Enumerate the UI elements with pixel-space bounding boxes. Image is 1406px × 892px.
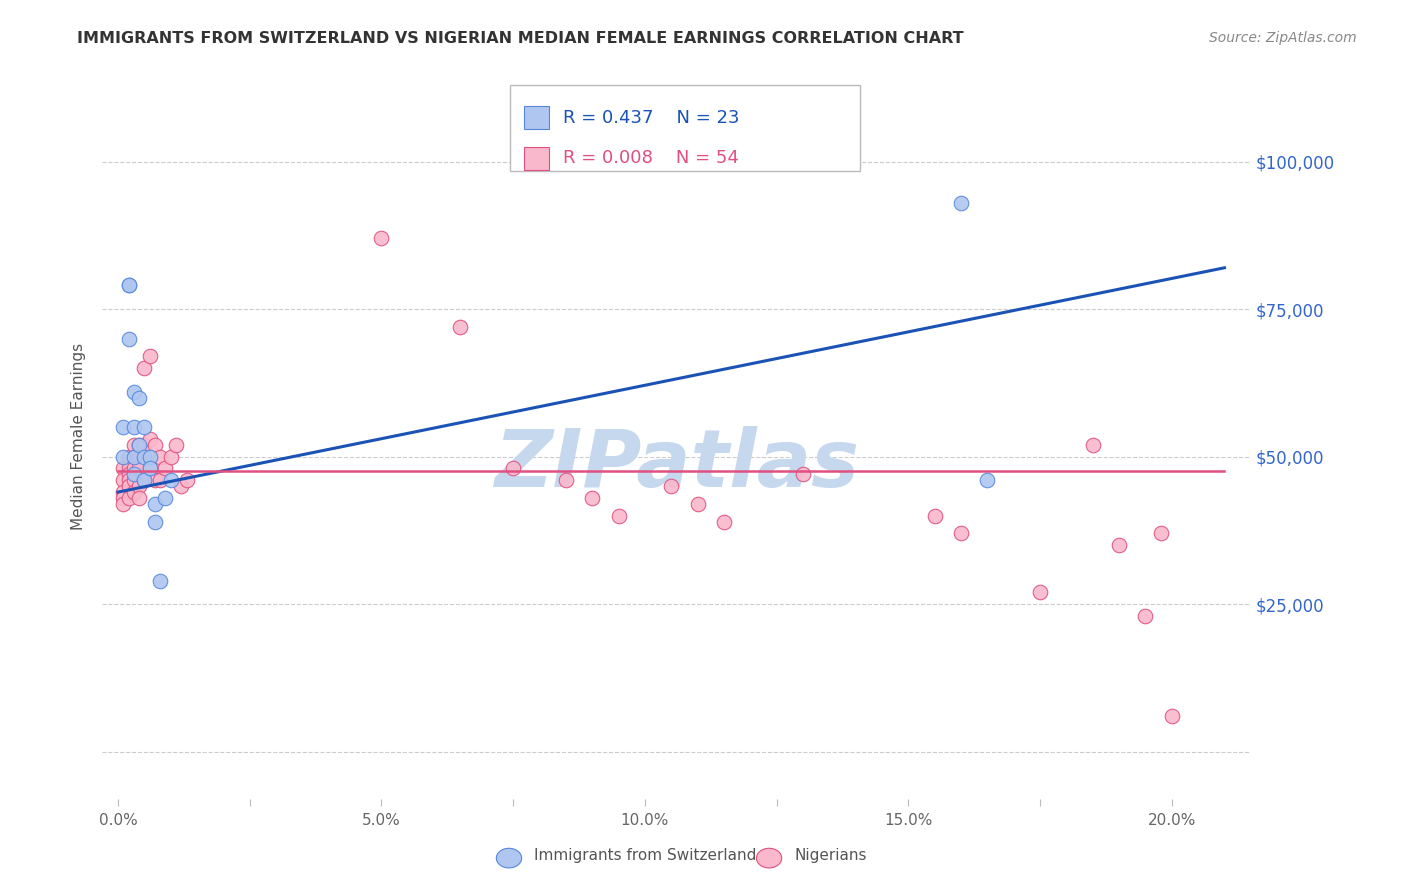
- Text: Nigerians: Nigerians: [794, 847, 868, 863]
- Point: [176, 473, 198, 487]
- Point: [122, 485, 145, 500]
- Point: [686, 497, 709, 511]
- Point: [149, 450, 172, 464]
- Point: [138, 461, 160, 475]
- Point: [924, 508, 946, 523]
- Point: [134, 420, 156, 434]
- Point: [1081, 438, 1104, 452]
- FancyBboxPatch shape: [523, 106, 548, 129]
- Point: [117, 450, 139, 464]
- Point: [134, 438, 156, 452]
- Point: [155, 461, 177, 475]
- Point: [128, 438, 150, 452]
- Point: [143, 473, 166, 487]
- Point: [117, 479, 139, 493]
- Point: [976, 473, 998, 487]
- Point: [117, 473, 139, 487]
- Point: [138, 432, 160, 446]
- Point: [112, 420, 135, 434]
- Point: [122, 384, 145, 399]
- Point: [122, 420, 145, 434]
- Point: [117, 491, 139, 505]
- Point: [165, 438, 187, 452]
- Point: [159, 450, 181, 464]
- Point: [128, 450, 150, 464]
- Point: [128, 491, 150, 505]
- FancyBboxPatch shape: [523, 146, 548, 169]
- Text: R = 0.437    N = 23: R = 0.437 N = 23: [562, 109, 740, 127]
- Point: [1108, 538, 1130, 552]
- Point: [134, 450, 156, 464]
- Point: [134, 473, 156, 487]
- Point: [122, 461, 145, 475]
- Point: [149, 473, 172, 487]
- Point: [122, 450, 145, 464]
- Point: [134, 473, 156, 487]
- Point: [112, 450, 135, 464]
- Point: [143, 497, 166, 511]
- Point: [1150, 526, 1173, 541]
- Point: [792, 467, 814, 482]
- Point: [117, 467, 139, 482]
- Point: [149, 574, 172, 588]
- Point: [117, 461, 139, 475]
- Text: IMMIGRANTS FROM SWITZERLAND VS NIGERIAN MEDIAN FEMALE EARNINGS CORRELATION CHART: IMMIGRANTS FROM SWITZERLAND VS NIGERIAN …: [77, 31, 965, 46]
- Point: [138, 349, 160, 363]
- Point: [112, 491, 135, 505]
- Point: [143, 438, 166, 452]
- Point: [128, 479, 150, 493]
- Text: ZIPatlas: ZIPatlas: [494, 426, 859, 504]
- Point: [112, 473, 135, 487]
- Point: [138, 450, 160, 464]
- Point: [128, 438, 150, 452]
- Point: [659, 479, 682, 493]
- Point: [159, 473, 181, 487]
- Point: [949, 526, 972, 541]
- Point: [370, 231, 392, 245]
- Point: [170, 479, 193, 493]
- Point: [122, 450, 145, 464]
- Point: [554, 473, 576, 487]
- Point: [128, 391, 150, 405]
- Point: [949, 195, 972, 210]
- Point: [138, 461, 160, 475]
- Point: [128, 461, 150, 475]
- Point: [112, 461, 135, 475]
- Point: [134, 361, 156, 376]
- Point: [112, 497, 135, 511]
- Text: Source: ZipAtlas.com: Source: ZipAtlas.com: [1209, 31, 1357, 45]
- FancyBboxPatch shape: [510, 86, 860, 171]
- Point: [450, 319, 472, 334]
- Point: [117, 278, 139, 293]
- Point: [1160, 709, 1182, 723]
- Point: [122, 438, 145, 452]
- Point: [117, 278, 139, 293]
- Point: [713, 515, 735, 529]
- Point: [607, 508, 630, 523]
- Y-axis label: Median Female Earnings: Median Female Earnings: [72, 343, 86, 530]
- Point: [581, 491, 603, 505]
- Point: [122, 473, 145, 487]
- Point: [155, 491, 177, 505]
- Point: [502, 461, 524, 475]
- Text: R = 0.008    N = 54: R = 0.008 N = 54: [562, 149, 738, 167]
- Point: [1135, 609, 1157, 624]
- Point: [122, 467, 145, 482]
- Point: [117, 332, 139, 346]
- Text: Immigrants from Switzerland: Immigrants from Switzerland: [534, 847, 756, 863]
- Point: [112, 485, 135, 500]
- Point: [1029, 585, 1052, 599]
- Point: [143, 515, 166, 529]
